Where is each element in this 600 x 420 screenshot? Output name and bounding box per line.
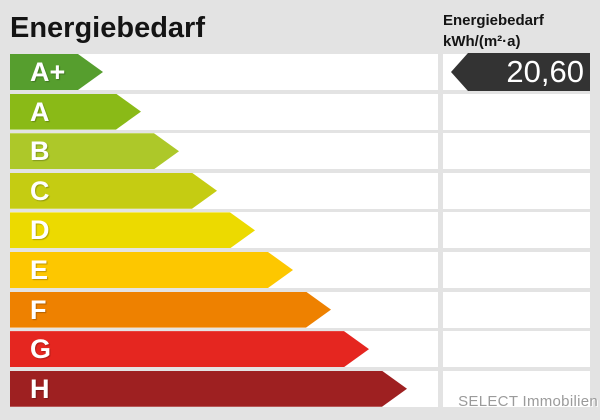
page-title: Energiebedarf: [10, 12, 205, 44]
scale-row: E: [10, 251, 590, 288]
scale-row: B: [10, 133, 590, 170]
band-cell: G: [10, 331, 438, 368]
band-label: A: [30, 96, 50, 127]
band-arrow: C: [10, 173, 217, 209]
band-arrow: G: [10, 331, 369, 367]
band-arrow: H: [10, 371, 407, 407]
value-cell: [443, 370, 590, 407]
band-label: B: [30, 136, 50, 167]
scale-row: A: [10, 93, 590, 130]
value-cell: [443, 93, 590, 130]
value-cell: [443, 331, 590, 368]
value-cell: [443, 251, 590, 288]
band-label: F: [30, 294, 47, 325]
brand-watermark: SELECT Immobilien: [458, 393, 598, 410]
scale-row: C: [10, 172, 590, 209]
unit-header-line1: Energiebedarf: [443, 12, 544, 29]
band-cell: E: [10, 251, 438, 288]
band-arrow: E: [10, 252, 293, 288]
band-arrow: F: [10, 292, 331, 328]
value-arrow-tag: 20,60: [451, 53, 590, 91]
band-arrow: A: [10, 94, 141, 130]
scale-row: D: [10, 212, 590, 249]
band-cell: A+: [10, 54, 438, 90]
scale-row: H: [10, 370, 590, 407]
band-label: A+: [30, 57, 66, 87]
band-arrow: B: [10, 133, 179, 169]
band-cell: C: [10, 172, 438, 209]
band-label: H: [30, 373, 50, 404]
scale-row: G: [10, 331, 590, 368]
band-label: G: [30, 334, 52, 365]
band-cell: D: [10, 212, 438, 249]
band-label: E: [30, 254, 49, 285]
value-cell: [443, 172, 590, 209]
band-cell: B: [10, 133, 438, 170]
value-label: 20,60: [506, 54, 584, 89]
energy-scale: A+ A B C: [10, 54, 590, 407]
value-cell: [443, 212, 590, 249]
band-label: C: [30, 175, 50, 206]
unit-header: Energiebedarf kWh/(m²·a): [443, 10, 544, 52]
value-cell: [443, 291, 590, 328]
band-label: D: [30, 215, 50, 246]
band-arrow: A+: [10, 54, 103, 90]
band-cell: F: [10, 291, 438, 328]
band-arrow: D: [10, 212, 255, 248]
scale-row: F: [10, 291, 590, 328]
value-cell: [443, 133, 590, 170]
band-cell: A: [10, 93, 438, 130]
band-cell: H: [10, 370, 438, 407]
unit-header-line2: kWh/(m²·a): [443, 33, 521, 50]
